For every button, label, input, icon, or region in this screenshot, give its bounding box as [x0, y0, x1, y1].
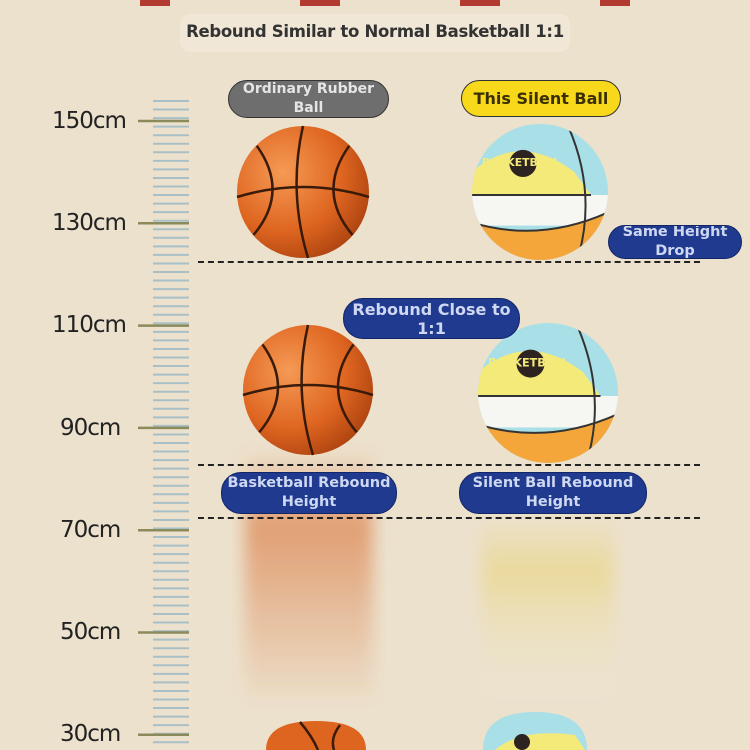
scale-label: 110cm	[52, 312, 127, 338]
basketball-rebound-label: Basketball Rebound Height	[221, 472, 397, 514]
silent-basketball-bottom	[483, 712, 587, 750]
ball-logo-icon	[516, 349, 545, 378]
scale-label: 30cm	[60, 721, 121, 747]
ordinary-basketball	[242, 324, 374, 456]
cropped-heading-fragment	[300, 0, 340, 6]
silent-rebound-label: Silent Ball Rebound Height	[459, 472, 647, 514]
ordinary-basketball-bottom	[266, 721, 366, 750]
ordinary-basketball	[236, 125, 370, 259]
silent-ball-motion-trail	[482, 520, 614, 695]
silent-basketball: BASKETBALL	[472, 124, 608, 260]
page-title: Rebound Similar to Normal Basketball 1:1	[180, 14, 570, 52]
silent-basketball: BASKETBALL	[478, 323, 618, 463]
rebound-line-silent	[198, 464, 700, 466]
ordinary-ball-label: Ordinary Rubber Ball	[228, 80, 389, 118]
rebound-close-label: Rebound Close to 1:1	[343, 298, 520, 339]
scale-label: 90cm	[60, 415, 121, 441]
rebound-line-basketball	[198, 517, 700, 519]
silent-ball-label: This Silent Ball	[461, 80, 621, 117]
same-height-label: Same Height Drop	[608, 225, 742, 259]
ball-logo-text: BASKETBALL	[482, 156, 560, 169]
scale-label: 150cm	[52, 108, 127, 134]
ball-logo-icon	[509, 149, 537, 178]
height-ruler	[138, 100, 189, 744]
cropped-heading-fragment	[460, 0, 500, 6]
scale-label: 50cm	[60, 619, 121, 645]
drop-height-line	[198, 261, 700, 263]
cropped-heading-fragment	[600, 0, 630, 6]
ball-logo-text: BASKETBALL	[488, 356, 569, 369]
cropped-heading-fragment	[140, 0, 170, 6]
scale-label: 70cm	[60, 517, 121, 543]
scale-label: 130cm	[52, 210, 127, 236]
ball-logo-icon	[514, 734, 530, 750]
